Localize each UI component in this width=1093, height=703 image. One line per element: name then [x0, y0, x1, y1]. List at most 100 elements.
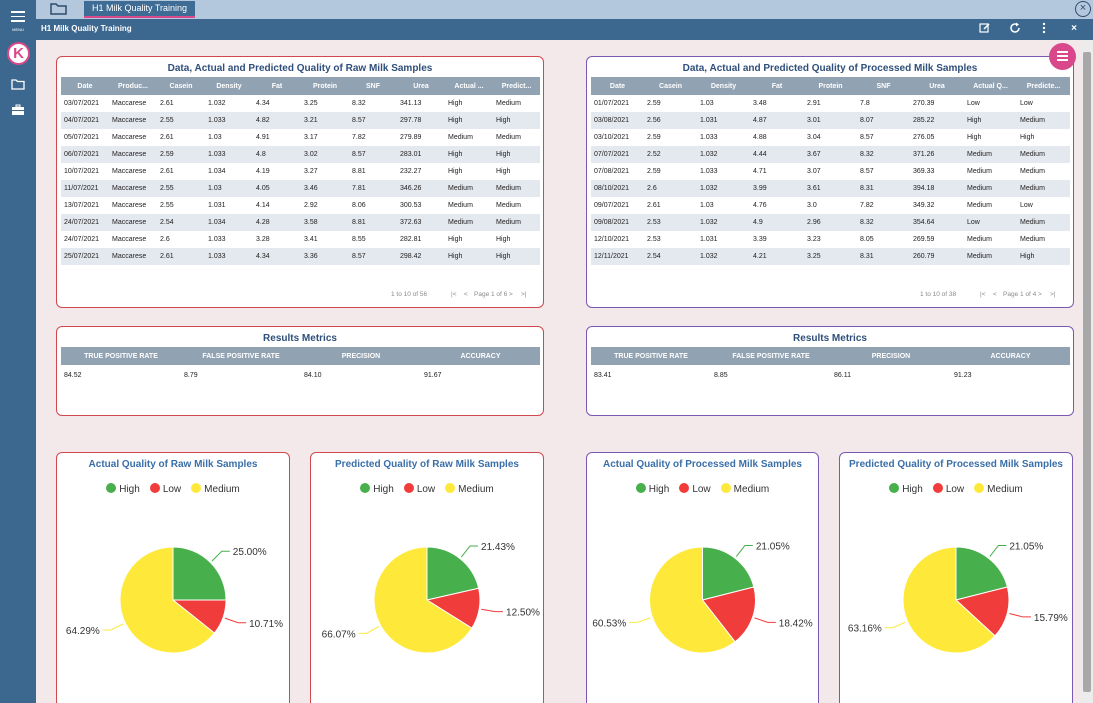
legend-item[interactable]: Low: [932, 483, 964, 495]
pie-slice-medium[interactable]: [649, 546, 736, 654]
metric-value: 86.11: [831, 365, 951, 385]
pie-slice-medium[interactable]: [902, 546, 996, 654]
legend-item[interactable]: High: [360, 483, 394, 495]
pie-slice-high[interactable]: [172, 546, 227, 601]
folder-icon[interactable]: [50, 1, 68, 17]
column-header[interactable]: Density: [205, 77, 253, 95]
legend-item[interactable]: Medium: [445, 483, 494, 495]
legend-item[interactable]: Medium: [191, 483, 240, 495]
pie-chart: 25.00% 10.71% 64.29%: [66, 546, 283, 654]
legend-item[interactable]: Low: [149, 483, 181, 495]
column-header[interactable]: Produc...: [109, 77, 157, 95]
metric-header: PRECISION: [301, 347, 421, 365]
table-cell: 8.06: [352, 202, 366, 209]
table-cell: High: [493, 112, 540, 129]
column-header[interactable]: Actual Q...: [964, 77, 1017, 95]
legend-label: Medium: [458, 484, 494, 495]
close-app-icon[interactable]: ×: [1075, 1, 1091, 17]
raw-pager-prev-icon[interactable]: <: [464, 291, 468, 298]
column-header[interactable]: Protein: [804, 77, 857, 95]
column-header[interactable]: Density: [697, 77, 750, 95]
pie-slice-low[interactable]: [701, 586, 756, 643]
proc-pager-last-icon[interactable]: >|: [1050, 291, 1056, 298]
raw-pager-first-icon[interactable]: |<: [451, 291, 457, 298]
table-row[interactable]: 06/07/2021 Maccarese 2.59 1.033 4.8 3.02 8.57 2…: [61, 146, 540, 163]
column-header[interactable]: Fat: [253, 77, 301, 95]
legend-item[interactable]: High: [889, 483, 923, 495]
refresh-icon[interactable]: [1008, 22, 1022, 36]
legend-item[interactable]: Medium: [720, 483, 769, 495]
floating-menu-button[interactable]: [1049, 43, 1076, 70]
scrollbar-thumb[interactable]: [1083, 52, 1091, 692]
scrollbar[interactable]: [1081, 40, 1093, 703]
toolbox-icon[interactable]: [11, 103, 25, 121]
close-icon[interactable]: ×: [1071, 23, 1077, 34]
tab-milk-quality[interactable]: H1 Milk Quality Training: [84, 1, 195, 18]
raw-pager-next-icon[interactable]: >: [509, 291, 513, 298]
proc-pager-first-icon[interactable]: |<: [980, 291, 986, 298]
table-row[interactable]: 24/07/2021 Maccarese 2.54 1.034 4.28 3.58 8.81…: [61, 214, 540, 231]
column-header[interactable]: Date: [61, 77, 109, 95]
column-header[interactable]: Fat: [750, 77, 804, 95]
column-header[interactable]: Casein: [157, 77, 205, 95]
table-cell: Maccarese: [109, 146, 157, 163]
column-header[interactable]: Casein: [644, 77, 697, 95]
table-row[interactable]: 25/07/2021 Maccarese 2.61 1.033 4.34 3.36 8.57…: [61, 248, 540, 265]
column-header[interactable]: Predict...: [493, 77, 540, 95]
table-cell: 8.81: [349, 214, 397, 231]
proc-pager-next-icon[interactable]: >: [1038, 291, 1042, 298]
table-cell: 2.55: [157, 112, 205, 129]
legend-item[interactable]: Low: [403, 483, 435, 495]
raw-pager-last-icon[interactable]: >|: [521, 291, 527, 298]
column-header[interactable]: Urea: [910, 77, 964, 95]
table-row[interactable]: 01/07/2021 2.59 1.03 3.48 2.91 7.8 270.39 Low Lo…: [591, 95, 1070, 112]
pie-slice-medium[interactable]: [119, 546, 216, 654]
legend-item[interactable]: Medium: [974, 483, 1023, 495]
table-row[interactable]: 03/08/2021 2.56 1.031 4.87 3.01 8.07 285.22 Hig…: [591, 112, 1070, 129]
column-header[interactable]: Predicte...: [1017, 77, 1070, 95]
table-row[interactable]: 12/11/2021 2.54 1.032 4.21 3.25 8.31 260.79 Med…: [591, 248, 1070, 265]
table-row[interactable]: 07/07/2021 2.52 1.032 4.44 3.67 8.32 371.26 Med…: [591, 146, 1070, 163]
metric-value: 8.79: [181, 365, 301, 385]
table-row[interactable]: 24/07/2021 Maccarese 2.6 1.033 3.28 3.41 8.55 2…: [61, 231, 540, 248]
table-row[interactable]: 09/07/2021 2.61 1.03 4.76 3.0 7.82 349.32 Mediu…: [591, 197, 1070, 214]
column-header[interactable]: Protein: [301, 77, 349, 95]
table-row[interactable]: 12/10/2021 2.53 1.031 3.39 3.23 8.05 269.59 Med…: [591, 231, 1070, 248]
table-cell: 4.76: [753, 202, 767, 209]
window-title: H1 Milk Quality Training: [41, 24, 132, 33]
table-row[interactable]: 08/10/2021 2.6 1.032 3.99 3.61 8.31 394.18 Medi…: [591, 180, 1070, 197]
table-row[interactable]: 09/08/2021 2.53 1.032 4.9 2.96 8.32 354.64 Low M…: [591, 214, 1070, 231]
column-header[interactable]: Urea: [397, 77, 445, 95]
pie-slice-medium[interactable]: [373, 546, 473, 654]
table-cell: 2.54: [644, 248, 697, 265]
table-cell: High: [448, 168, 463, 175]
legend-item[interactable]: Low: [679, 483, 711, 495]
legend-item[interactable]: High: [635, 483, 669, 495]
table-cell: Medium: [964, 146, 1017, 163]
legend-item[interactable]: High: [106, 483, 140, 495]
proc-pager-prev-icon[interactable]: <: [993, 291, 997, 298]
menu-button[interactable]: MENU: [0, 0, 36, 40]
table-row[interactable]: 03/07/2021 Maccarese 2.61 1.032 4.34 3.25 8.32…: [61, 95, 540, 112]
pie-slice-high[interactable]: [426, 546, 480, 601]
edit-icon[interactable]: [978, 22, 992, 36]
pie-slice-high[interactable]: [955, 546, 1008, 601]
folder-nav-icon[interactable]: [11, 77, 25, 95]
table-row[interactable]: 11/07/2021 Maccarese 2.55 1.03 4.05 3.46 7.81 3…: [61, 180, 540, 197]
table-row[interactable]: 03/10/2021 2.59 1.033 4.88 3.04 8.57 276.05 Hig…: [591, 129, 1070, 146]
table-row[interactable]: 13/07/2021 Maccarese 2.55 1.031 4.14 2.92 8.06…: [61, 197, 540, 214]
pie-slice-low[interactable]: [954, 586, 1010, 637]
table-row[interactable]: 04/07/2021 Maccarese 2.55 1.033 4.82 3.21 8.57…: [61, 112, 540, 129]
column-header[interactable]: SNF: [349, 77, 397, 95]
table-cell: 4.88: [753, 134, 767, 141]
column-header[interactable]: Actual ...: [445, 77, 493, 95]
table-row[interactable]: 10/07/2021 Maccarese 2.61 1.034 4.19 3.27 8.81…: [61, 163, 540, 180]
table-row[interactable]: 05/07/2021 Maccarese 2.61 1.03 4.91 3.17 7.82 2…: [61, 129, 540, 146]
pie-label-line: [884, 621, 906, 629]
table-row[interactable]: 07/08/2021 2.59 1.033 4.71 3.07 8.57 369.33 Med…: [591, 163, 1070, 180]
more-icon[interactable]: [1037, 22, 1051, 36]
table-cell: 3.48: [753, 100, 767, 107]
column-header[interactable]: SNF: [857, 77, 910, 95]
pie-slice-high[interactable]: [702, 546, 755, 601]
column-header[interactable]: Date: [591, 77, 644, 95]
